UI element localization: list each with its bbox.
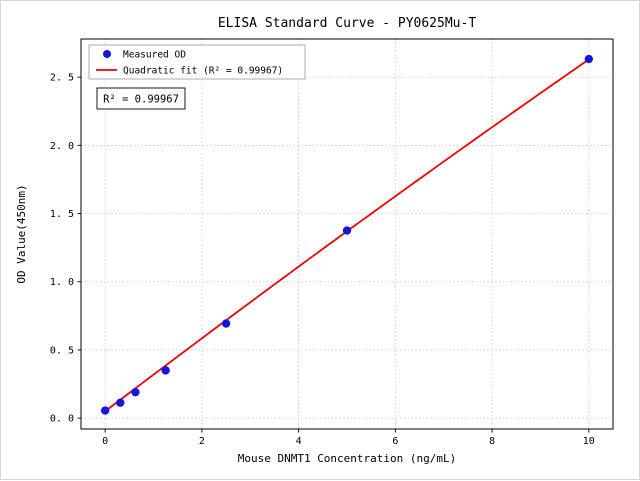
x-tick-label: 6 (392, 436, 398, 447)
y-tick-label: 1. 5 (50, 209, 74, 220)
measured-od-point (342, 226, 352, 235)
r-squared-annotation-box (96, 87, 186, 110)
y-tick-label: 2. 5 (50, 73, 74, 84)
x-tick-label: 0 (102, 436, 108, 447)
chart-title: ELISA Standard Curve - PY0625Mu-T (218, 16, 476, 31)
measured-od-point (100, 406, 110, 415)
plot-area: 0 2 4 6 8 10 0. 0 0. 5 1. 0 1. 5 2. 0 2. 5 (50, 38, 614, 447)
legend-marker-measured-od-icon (103, 50, 111, 58)
x-tick-label: 8 (489, 436, 495, 447)
x-tick-label: 4 (296, 436, 302, 447)
measured-od-point (161, 366, 170, 375)
y-tick-label: 2. 0 (50, 141, 74, 152)
legend-label-measured-od: Measured OD (123, 50, 186, 61)
quadratic-fit-line (104, 58, 590, 412)
legend-label-quadratic-fit: Quadratic fit (R² = 0.99967) (123, 66, 283, 77)
r-squared-annotation-text: R² = 0.99967 (103, 94, 179, 106)
x-tick-label: 10 (583, 436, 595, 447)
x-tick-label: 2 (199, 436, 205, 447)
measured-od-point (584, 54, 594, 64)
measured-od-point (131, 387, 140, 397)
axes-frame (80, 38, 614, 430)
y-tick-label: 1. 0 (50, 277, 74, 288)
legend: Measured OD Quadratic fit (R² = 0.99967) (88, 44, 306, 80)
r-squared-annotation: R² = 0.99967 (96, 87, 186, 110)
legend-box (88, 44, 306, 80)
x-axis-label: Mouse DNMT1 Concentration (ng/mL) (238, 452, 457, 465)
measured-od-point (221, 319, 231, 328)
y-tick-label: 0. 5 (50, 345, 74, 356)
y-tick-label: 0. 0 (50, 414, 74, 425)
y-axis-label: OD Value(450nm) (15, 184, 28, 283)
measured-od-point (116, 398, 125, 407)
